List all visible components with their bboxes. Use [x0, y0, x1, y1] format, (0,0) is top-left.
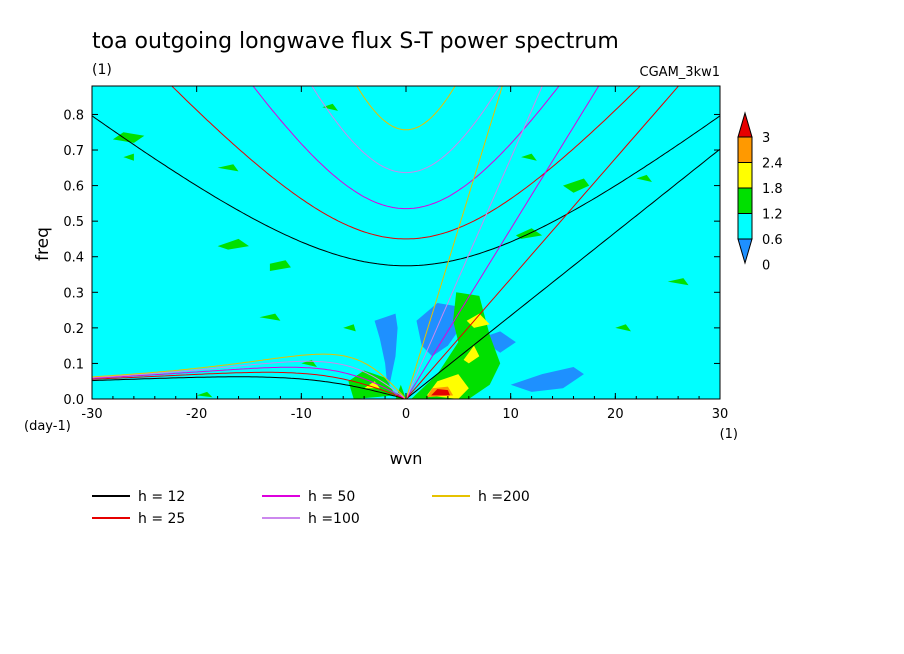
plot-background — [92, 86, 720, 399]
plot-area — [91, 85, 721, 400]
contour-region — [364, 381, 380, 389]
inertia-gravity-wave-curve — [252, 86, 560, 210]
kelvin-wave-curve — [405, 86, 680, 399]
inertia-gravity-wave-curve — [171, 86, 641, 240]
rossby-wave-curve — [92, 376, 407, 399]
contour-region — [112, 132, 145, 143]
colorbar-bottom-arrow — [737, 238, 753, 265]
contour-region — [636, 174, 652, 182]
colorbar-segment — [737, 213, 753, 240]
contour-region — [416, 303, 461, 357]
dataset-label: CGAM_3kw1 — [640, 65, 720, 80]
x-tick-label: 0 — [402, 407, 410, 422]
kelvin-wave-curve — [405, 86, 503, 399]
legend: h = 12 h = 25 h = 50 h =100 h =200 — [92, 489, 530, 527]
contour-regions — [112, 103, 689, 399]
contour-region — [374, 313, 398, 399]
inertia-gravity-wave-curve — [356, 86, 456, 131]
y-tick-label: 0.4 — [63, 251, 84, 266]
colorbar-label: 1.2 — [762, 208, 783, 223]
contour-region — [217, 238, 249, 250]
kelvin-wave-curve — [405, 86, 600, 399]
colorbar-top-arrow — [737, 111, 753, 138]
rossby-wave-curve — [92, 366, 407, 399]
kelvin-wave-curve — [405, 148, 720, 399]
x-units-label: (1) — [720, 427, 738, 442]
colorbar-label: 3 — [762, 131, 770, 146]
rossby-wave-curve — [92, 371, 407, 399]
x-tick-label: -30 — [81, 407, 102, 422]
contour-region — [521, 153, 537, 161]
colorbar-segment — [737, 162, 753, 189]
chart-subtitle: (1) — [92, 62, 112, 78]
contour-region — [510, 367, 584, 392]
colorbar-label: 1.8 — [762, 182, 783, 197]
x-tick-label: 20 — [607, 407, 624, 422]
legend-label: h = 12 — [138, 489, 185, 505]
contour-region — [196, 391, 213, 398]
x-axis-label: wvn — [390, 449, 423, 468]
contour-region — [217, 164, 239, 172]
contour-region — [322, 103, 338, 111]
colorbar-label: 0.6 — [762, 233, 783, 248]
contour-region — [259, 313, 281, 321]
legend-label: h =200 — [478, 489, 530, 505]
x-tick-label: -10 — [291, 407, 312, 422]
inertia-gravity-wave-curve — [311, 86, 501, 174]
y-axis-ticks: 0.0 0.1 0.2 0.3 0.4 0.5 0.6 0.7 0.8 — [63, 108, 720, 408]
contour-region — [463, 345, 480, 364]
x-tick-label: 10 — [502, 407, 519, 422]
contour-region — [431, 389, 450, 396]
colorbar-segment — [737, 136, 753, 163]
y-tick-label: 0.6 — [63, 180, 84, 195]
rossby-wave-curve — [92, 353, 407, 399]
y-units-label: (day-1) — [24, 419, 71, 434]
colorbar: 3 2.4 1.8 1.2 0.6 0 — [737, 111, 783, 274]
y-tick-label: 0.7 — [63, 144, 84, 159]
contour-region — [269, 260, 291, 271]
y-tick-label: 0.2 — [63, 322, 84, 337]
colorbar-label: 0 — [762, 259, 770, 274]
x-tick-label: -20 — [186, 407, 207, 422]
rossby-wave-curve — [92, 360, 407, 399]
chart-title: toa outgoing longwave flux S-T power spe… — [92, 29, 619, 54]
contour-region — [466, 313, 490, 328]
y-tick-label: 0.3 — [63, 286, 84, 301]
dispersion-curves — [92, 86, 720, 399]
contour-region — [123, 153, 134, 161]
x-tick-label: 30 — [712, 407, 729, 422]
kelvin-wave-curve — [405, 86, 543, 399]
y-axis-label: freq — [33, 227, 53, 261]
legend-label: h = 50 — [308, 489, 355, 505]
legend-label: h = 25 — [138, 511, 185, 527]
legend-label: h =100 — [308, 511, 360, 527]
colorbar-label: 2.4 — [762, 157, 783, 172]
contour-region — [667, 278, 689, 286]
y-tick-label: 0.0 — [63, 393, 84, 408]
contour-region — [343, 324, 356, 332]
y-tick-label: 0.8 — [63, 108, 84, 123]
y-tick-label: 0.1 — [63, 357, 84, 372]
contour-region — [615, 324, 631, 332]
y-tick-label: 0.5 — [63, 215, 84, 230]
x-axis-ticks: -30 -20 -10 0 10 20 30 — [81, 86, 728, 422]
colorbar-segment — [737, 187, 753, 214]
inertia-gravity-wave-curve — [92, 115, 720, 267]
contour-region — [563, 178, 590, 193]
